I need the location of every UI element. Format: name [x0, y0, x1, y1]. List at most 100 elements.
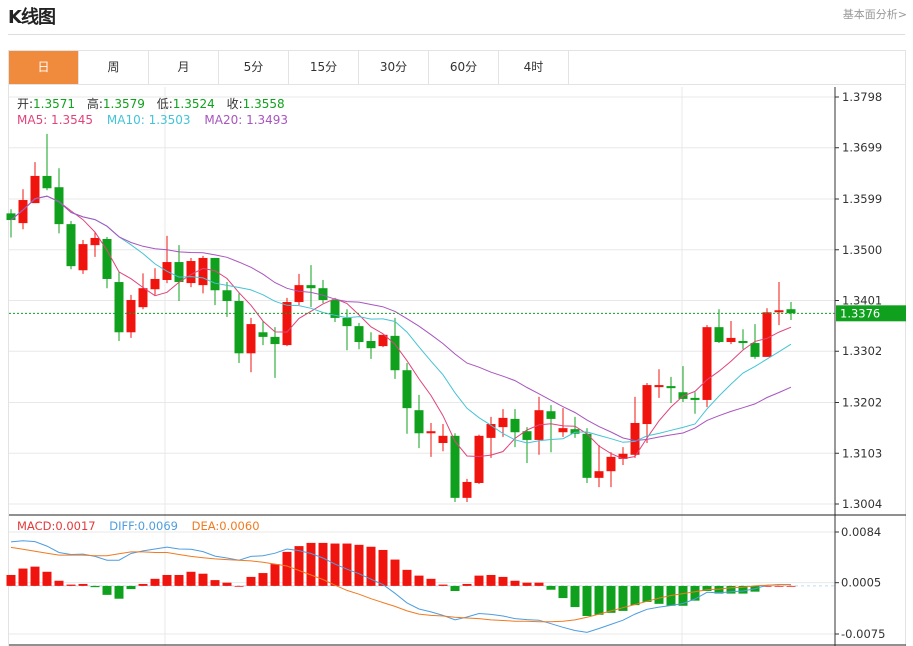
macd-bar [594, 585, 604, 615]
candle [54, 168, 64, 234]
candle [342, 309, 352, 351]
candle-body [306, 285, 316, 289]
dea-line [10, 546, 791, 623]
candle [558, 408, 568, 437]
high-value: 1.3579 [102, 97, 145, 111]
candle-body [186, 261, 196, 284]
candle-body [714, 327, 724, 343]
macd-bar [294, 546, 304, 586]
tab-day[interactable]: 日 [9, 51, 79, 84]
tab-30min[interactable]: 30分 [359, 51, 429, 84]
macd-bar [102, 585, 112, 595]
macd-bar [282, 551, 292, 586]
macd-bar [354, 544, 364, 586]
candle-body [150, 278, 160, 290]
candle [606, 452, 616, 488]
close-value: 1.3558 [242, 97, 285, 111]
candle-body [78, 244, 88, 271]
ohlc-readout: 开:1.3571 高:1.3579 低:1.3524 收:1.3558 [17, 95, 293, 112]
ma10-legend: MA10: 1.3503 [106, 113, 191, 127]
candle [258, 321, 268, 346]
macd-bar [726, 585, 736, 594]
candle [354, 323, 364, 350]
candle-body [738, 340, 748, 344]
macd-bar [678, 585, 688, 606]
candle [762, 308, 772, 357]
last-price-badge [836, 305, 906, 322]
candle [402, 363, 412, 434]
candle [666, 376, 676, 404]
macd-bar [54, 580, 64, 586]
candle [6, 209, 16, 238]
macd-bar [618, 585, 628, 611]
macd-bar [66, 584, 76, 586]
price-tick-label: 1.3599 [842, 192, 882, 206]
candle-body [726, 337, 736, 343]
candle [510, 409, 520, 448]
ma20-line [10, 195, 792, 442]
macd-bar [462, 583, 472, 586]
tab-week[interactable]: 周 [79, 51, 149, 84]
fundamental-analysis-link[interactable]: 基本面分析> [842, 8, 907, 21]
tab-4hour[interactable]: 4时 [499, 51, 569, 84]
macd-bar [654, 585, 664, 604]
ma10-line [10, 195, 792, 444]
candle [690, 392, 700, 414]
candle-body [774, 310, 784, 313]
candle [150, 268, 160, 295]
candle [234, 293, 244, 364]
macd-bar [642, 585, 652, 602]
divider [8, 34, 905, 35]
macd-bar [330, 543, 340, 586]
macd-bar [690, 585, 700, 601]
candle-body [6, 213, 16, 221]
macd-bar [186, 571, 196, 586]
macd-bar [426, 578, 436, 586]
low-label: 低: [156, 97, 173, 111]
candle-body [426, 431, 436, 434]
tab-month[interactable]: 月 [149, 51, 219, 84]
price-tick-label: 1.3202 [842, 396, 882, 410]
macd-bar [78, 583, 88, 586]
candle-body [390, 335, 400, 371]
candle-body [402, 370, 412, 409]
macd-bar [546, 585, 556, 590]
macd-bar [570, 585, 580, 608]
candle-body [18, 200, 28, 224]
candle [366, 332, 376, 359]
candle-body [666, 386, 676, 389]
candle-body [630, 423, 640, 455]
candle [738, 329, 748, 350]
candle-body [114, 282, 124, 333]
candle-body [414, 410, 424, 434]
candle [714, 309, 724, 344]
candle-body [510, 418, 520, 433]
macd-bar [378, 549, 388, 586]
candle-body [270, 336, 280, 345]
macd-bar [222, 582, 232, 586]
open-value: 1.3571 [33, 97, 76, 111]
macd-tick-label: 0.0084 [841, 525, 881, 539]
price-tick-label: 1.3401 [842, 294, 882, 308]
candle [102, 236, 112, 289]
tab-15min[interactable]: 15分 [289, 51, 359, 84]
candle [486, 416, 496, 458]
candle [522, 427, 532, 463]
candle-body [222, 290, 232, 302]
macd-bar [342, 543, 352, 586]
macd-bar [510, 580, 520, 586]
tab-5min[interactable]: 5分 [219, 51, 289, 84]
ma5-legend: MA5: 1.3545 [17, 113, 94, 127]
tab-60min[interactable]: 60分 [429, 51, 499, 84]
candle-body [42, 175, 52, 189]
candle [282, 297, 292, 347]
candle-body [582, 433, 592, 478]
ma20-legend: MA20: 1.3493 [204, 113, 289, 127]
candle-body [558, 428, 568, 433]
candle-body [366, 340, 376, 349]
candle-body [762, 312, 772, 357]
candle [330, 297, 340, 323]
last-price-label: 1.3376 [840, 306, 880, 320]
macd-bar [258, 573, 268, 586]
